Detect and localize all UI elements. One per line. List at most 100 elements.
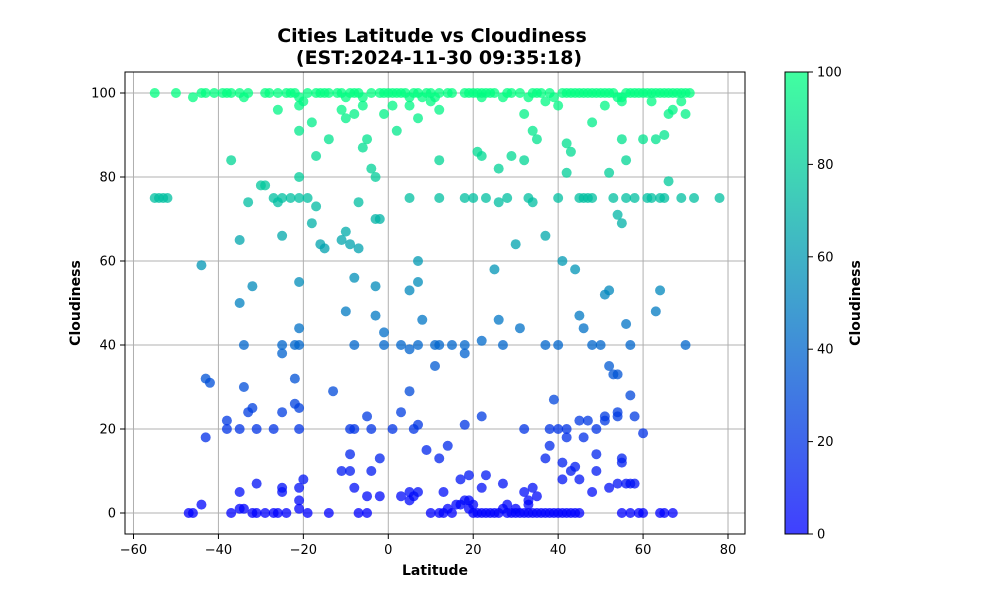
data-point [162,193,173,203]
data-point [311,201,322,212]
data-point [294,125,305,136]
data-point [340,113,351,124]
data-point [578,323,589,334]
data-point [625,390,636,401]
data-point [476,92,487,103]
data-point [311,151,322,161]
data-point [553,100,564,111]
data-point [413,419,424,430]
data-point [489,264,500,275]
data-point [514,88,525,98]
data-point [434,104,445,115]
data-point [519,487,530,497]
data-point [294,277,305,287]
data-point [531,134,542,145]
data-point [621,193,632,203]
data-point [349,482,360,493]
data-point [349,424,360,434]
data-point [247,403,258,413]
y-axis-label: Cloudiness [68,260,84,346]
data-point [667,104,678,115]
data-point [387,424,398,434]
x-tick-label: −20 [290,543,317,558]
data-point [277,348,288,359]
data-point [459,193,470,203]
data-point [646,96,657,107]
data-point [616,218,627,229]
data-point [260,180,271,191]
data-point [574,310,585,321]
data-point [540,230,551,241]
data-point [638,508,649,518]
data-point [243,88,254,98]
data-point [366,163,377,174]
data-point [362,411,373,422]
y-axis-ticks: 0 20 40 60 80 100 [91,87,125,522]
data-point [336,235,347,245]
data-point [587,117,598,128]
data-point [323,134,334,145]
data-point [578,432,589,443]
data-point [506,88,517,98]
y-tick-label: 0 [108,507,116,522]
data-point [238,340,249,350]
data-point [285,193,296,203]
data-point [340,306,351,317]
data-point [336,466,347,476]
data-point [294,495,305,506]
y-tick-label: 20 [99,423,116,438]
data-point [370,310,381,321]
data-point [689,193,700,203]
data-point [527,482,538,493]
data-point [396,340,407,350]
data-point [379,340,390,350]
data-point [629,411,640,422]
x-tick-label: 40 [550,543,567,558]
data-point [625,340,636,350]
data-point [434,88,445,98]
data-point [608,193,619,203]
chart-title-line1: Cities Latitude vs Cloudiness [277,25,587,47]
x-tick-label: 20 [465,543,482,558]
colorbar-tick-label: 20 [817,435,834,450]
data-point [196,260,207,271]
data-point [587,193,598,203]
data-point [565,146,576,157]
data-point [519,109,530,119]
data-point [417,314,428,325]
data-point [404,344,415,355]
data-point [557,457,568,468]
data-point [149,88,160,98]
x-axis-ticks: −60 −40 −20 0 20 40 60 80 [120,534,736,558]
data-point [540,96,551,107]
data-point [391,125,402,136]
data-point [434,453,445,464]
data-point [510,239,521,250]
data-point [680,109,691,119]
data-point [514,323,525,334]
data-point [493,197,504,208]
data-point [251,424,262,434]
x-tick-label: −40 [205,543,232,558]
data-point [574,415,585,426]
data-point [396,407,407,418]
data-point [587,487,598,497]
data-point [680,340,691,350]
data-point [434,155,445,166]
data-point [404,193,415,203]
data-point [404,386,415,397]
data-point [476,151,487,161]
data-point [294,424,305,434]
data-point [446,340,457,350]
data-point [238,503,249,514]
data-point [621,319,632,329]
data-point [298,474,309,485]
x-tick-label: −60 [120,543,147,558]
data-point [561,138,572,149]
data-point [434,340,445,350]
data-point [646,193,657,203]
data-point [629,478,640,489]
data-point [272,88,283,98]
